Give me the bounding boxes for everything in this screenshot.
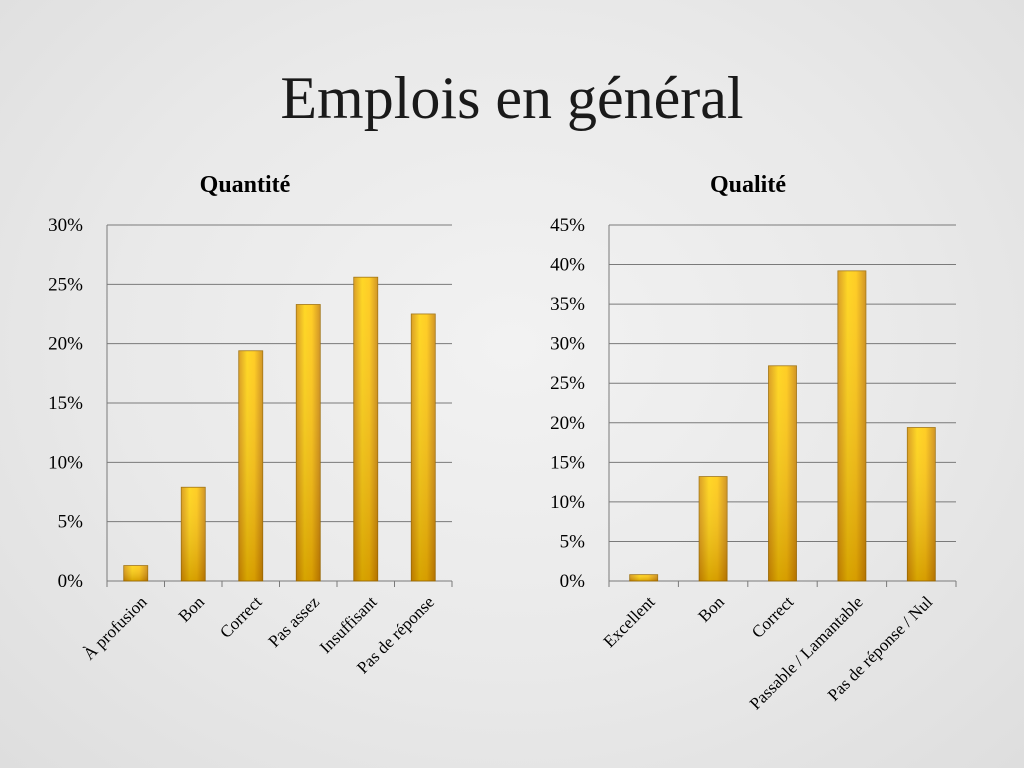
bar-shading [699,476,728,581]
bar-shading [907,427,936,581]
y-tick-label: 30% [550,334,585,355]
bar-shading [353,277,378,581]
bar-shading [411,314,436,581]
y-tick-label: 15% [48,393,83,414]
y-tick-label: 30% [48,215,83,236]
bar-shading [837,270,866,581]
bar-shading [768,365,797,581]
y-tick-label: 45% [550,215,585,236]
bar-shading [629,574,658,581]
y-tick-label: 20% [550,413,585,434]
chart-title: Qualité [710,172,786,198]
plot-area: 0% 5% 10% 15% 20% 25% 30% 35% 40% 45% Excellent Bon… [550,215,957,713]
y-tick-label: 0% [58,571,84,592]
y-tick-label: 20% [48,334,83,355]
bar-shading [123,565,148,581]
x-category-label: Correct [748,592,798,642]
slide-title: Emplois en général [280,65,744,131]
y-tick-label: 35% [550,294,585,315]
y-tick-label: 25% [550,373,585,394]
y-tick-label: 0% [560,571,586,592]
bar-shading [181,487,206,581]
y-tick-label: 10% [48,452,83,473]
y-tick-label: 5% [58,512,84,533]
bar-shading [238,350,263,581]
y-tick-label: 15% [550,452,585,473]
bar-shading [296,304,321,581]
x-category-label: Bon [694,592,728,626]
x-category-label: Passable / Lamantable [746,592,867,713]
y-tick-label: 5% [560,531,586,552]
y-tick-label: 40% [550,255,585,276]
y-tick-label: 25% [48,274,83,295]
x-category-label: Excellent [600,592,659,651]
y-tick-label: 10% [550,492,585,513]
chart-title: Quantité [200,172,291,198]
